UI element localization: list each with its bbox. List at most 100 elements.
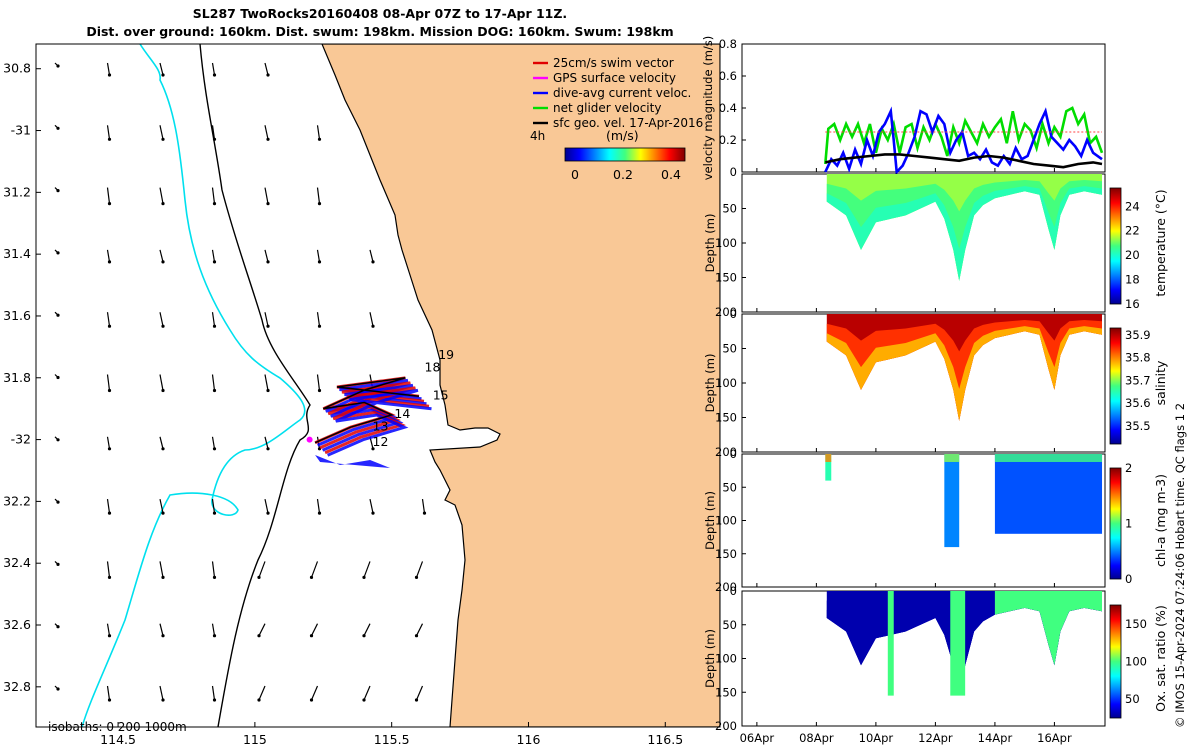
velocity-ytick-label: 0.4	[719, 101, 737, 115]
current-vector-head	[161, 202, 165, 206]
scale-vector-label: 4h	[530, 129, 545, 143]
current-vector	[369, 498, 374, 514]
current-vector	[106, 249, 111, 262]
track-map: 114.5 115 115.5 116 116.5 30.8 -31 31.2 31.4 31.6…	[3, 43, 721, 747]
current-vector-head	[422, 511, 427, 515]
current-vector	[106, 187, 111, 204]
section-ytick-label: 200	[715, 719, 737, 733]
day-label: 15	[433, 387, 449, 402]
current-vector-head	[371, 447, 375, 451]
current-vector-head	[257, 698, 261, 702]
section-colorbar-tick-label: 20	[1125, 248, 1140, 262]
map-xtick-label: 115	[243, 732, 267, 747]
section-ytick-label: 150	[715, 685, 737, 699]
track-vectors	[319, 381, 425, 450]
glider-track	[306, 376, 432, 469]
day-label: 12	[373, 434, 389, 449]
time-series-panels: 0 0.2 0.4 0.6 0.8 velocity magnitude (m/s) 50 1…	[701, 36, 1168, 745]
current-vector-head	[266, 73, 270, 77]
current-vector-head	[107, 324, 112, 328]
current-vector-head	[212, 73, 217, 77]
current-vector-head	[107, 388, 112, 393]
current-vector	[211, 436, 216, 449]
chl-surface-block	[994, 454, 1103, 462]
day-label: 19	[438, 347, 454, 362]
current-vector-head	[414, 698, 419, 702]
current-vector-head	[371, 260, 375, 264]
legend-label: sfc geo. vel. 17-Apr-2016	[553, 116, 703, 130]
section-ylabel: Depth (m)	[703, 214, 717, 273]
section-colorbar	[1109, 604, 1122, 719]
map-ytick-label: 30.8	[3, 61, 31, 76]
current-vector-head	[161, 575, 165, 580]
current-vector-head	[56, 251, 60, 255]
current-vector-head	[56, 189, 60, 193]
current-vector-head	[212, 137, 217, 141]
current-vector	[211, 685, 216, 701]
current-vector-head	[56, 375, 60, 380]
current-vector-head	[371, 324, 375, 328]
date-tick-label: 12Apr	[918, 731, 953, 745]
current-vector-head	[317, 511, 322, 515]
current-vector	[106, 499, 111, 514]
current-vector	[159, 374, 164, 391]
velocity-series-line	[824, 106, 1103, 175]
legend-label: dive-avg current veloc.	[553, 86, 691, 100]
colorbar-unit: (m/s)	[606, 128, 639, 143]
map-ytick-label: 32.2	[3, 493, 31, 508]
map-xtick-label: 116	[517, 732, 541, 747]
speed-colorbar	[564, 147, 686, 162]
current-vector-head	[56, 64, 60, 68]
section-colorbar-tick-label: 100	[1125, 655, 1147, 669]
current-vector	[264, 62, 269, 76]
current-vector	[159, 561, 164, 578]
map-axes: 114.5 115 115.5 116 116.5 30.8 -31 31.2 31.4 31.6…	[3, 61, 683, 747]
current-vector-head	[371, 511, 375, 515]
current-vector	[421, 499, 426, 514]
section-colorbar-tick-label: 24	[1125, 199, 1140, 213]
current-vector	[369, 249, 374, 263]
velocity-ytick-label: 0	[730, 165, 737, 179]
current-vector	[415, 561, 424, 578]
current-vector-head	[414, 575, 419, 580]
section-ytick-label: 100	[715, 236, 737, 250]
track-vectors	[316, 378, 422, 447]
isobath-200m	[199, 44, 311, 727]
map-xtick-label: 116.5	[647, 732, 683, 747]
current-vector	[316, 312, 321, 327]
current-vector-head	[212, 698, 217, 702]
chl-surface-block	[944, 454, 960, 462]
current-vector-head	[107, 73, 112, 77]
current-vector-head	[414, 634, 419, 638]
current-vector-head	[56, 625, 60, 629]
current-vector-head	[317, 324, 322, 328]
current-vector	[310, 561, 319, 578]
current-vector	[369, 312, 374, 327]
current-vector-head	[212, 447, 217, 451]
section-colorbar-tick-label: 35.7	[1125, 373, 1151, 387]
current-vector	[106, 374, 111, 391]
current-vector	[159, 436, 164, 449]
current-vector-head	[362, 575, 366, 580]
current-vector-head	[161, 260, 165, 264]
oxygen-high-region	[994, 591, 1102, 666]
section-ytick-label: 150	[715, 411, 737, 425]
section-ylabel: Depth (m)	[703, 491, 717, 550]
current-vector-head	[212, 260, 217, 264]
current-vector	[363, 623, 371, 636]
oxygen-stripe	[887, 591, 894, 696]
chl-data-block	[825, 454, 832, 481]
current-vector	[363, 685, 371, 701]
map-ytick-label: 32.6	[3, 617, 31, 632]
current-vector-head	[309, 575, 314, 580]
current-vector-head	[56, 126, 60, 130]
current-vector	[159, 187, 164, 204]
velocity-ytick-label: 0.2	[719, 133, 737, 147]
date-tick-label: 10Apr	[859, 731, 894, 745]
day-label: 14	[394, 406, 410, 421]
current-vector-head	[161, 388, 165, 393]
legend-label: GPS surface velocity	[553, 71, 676, 85]
current-vector	[211, 561, 216, 578]
